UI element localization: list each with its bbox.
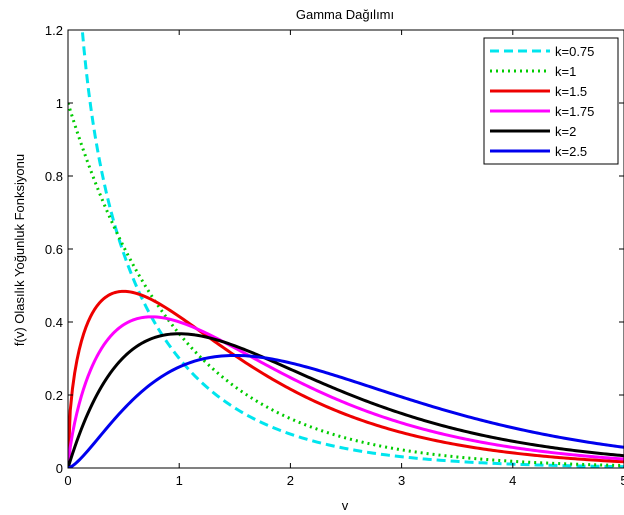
legend-label-4: k=2 [555,124,576,139]
legend-label-1: k=1 [555,64,576,79]
legend-box [483,37,619,165]
y-tick-label: 0.4 [45,315,63,330]
y-axis-label: f(v) Olasılık Yoğunluk Fonksiyonu [12,154,27,346]
series-line-3 [68,315,624,468]
x-tick-label: 3 [398,473,405,488]
legend-label-5: k=2.5 [555,144,587,159]
series-line-1 [68,102,624,468]
y-tick-label: 0.8 [45,169,63,184]
chart-title: Gamma Dağılımı [296,7,394,22]
series-lines [68,30,624,468]
x-tick-label: 0 [64,473,71,488]
plot-area: 0 1 2 3 4 5 0 0.2 0.4 0.6 0.8 1 1.2 k=0.75 k=1 k=1.5 k=1… [45,23,624,488]
x-axis-label: v [342,498,349,513]
series-line-5 [68,353,624,468]
x-tick-label: 2 [287,473,294,488]
y-tick-label: 0.6 [45,242,63,257]
legend-label-0: k=0.75 [555,44,594,59]
y-tick-label: 0 [56,461,63,476]
x-tick-label: 1 [176,473,183,488]
y-tick-label: 1 [56,96,63,111]
legend: k=0.75 k=1 k=1.5 k=1.75 k=2 k=2.5 [483,37,619,165]
legend-label-3: k=1.75 [555,104,594,119]
series-line-2 [68,289,624,468]
x-tick-label: 4 [509,473,516,488]
series-line-4 [68,332,624,468]
x-tick-label: 5 [620,473,624,488]
y-tick-label: 1.2 [45,23,63,38]
legend-label-2: k=1.5 [555,84,587,99]
series-line-0 [80,30,624,468]
y-tick-label: 0.2 [45,388,63,403]
